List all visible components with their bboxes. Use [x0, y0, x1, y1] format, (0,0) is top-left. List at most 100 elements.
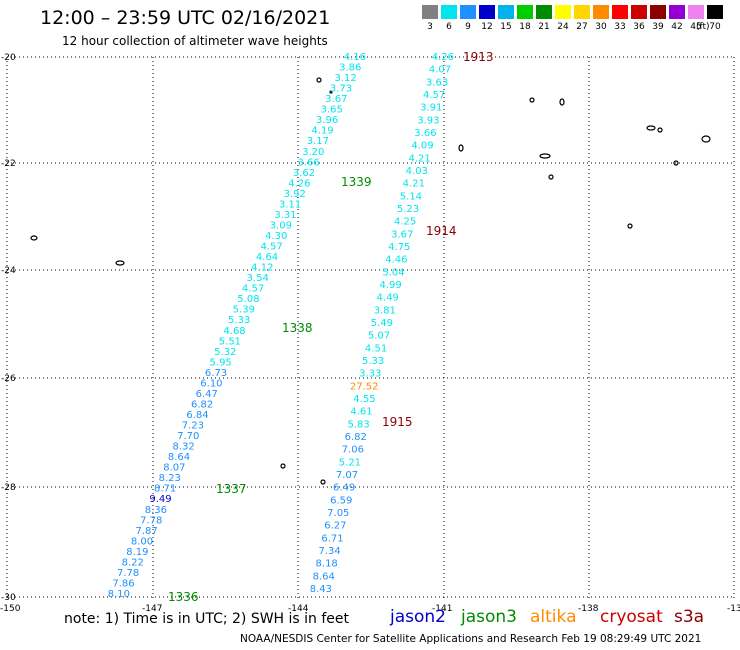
legend-swatch — [517, 5, 533, 19]
wave-value-label: 4.21 — [408, 153, 430, 164]
island-outline — [548, 174, 554, 180]
wave-track-left: 4.163.863.123.733.673.653.964.193.173.20… — [108, 52, 366, 600]
wave-value-label: 4.57 — [423, 90, 445, 101]
wave-value-label: 3.63 — [426, 77, 448, 88]
wave-value-label: 3.11 — [279, 199, 301, 210]
island-outline — [559, 98, 565, 106]
wave-track-right: 4.264.073.634.573.913.933.664.094.214.03… — [310, 52, 454, 595]
wave-value-label: 3.33 — [359, 369, 381, 380]
wave-value-label: 5.04 — [382, 267, 404, 278]
wave-value-label: 3.73 — [330, 84, 352, 95]
wave-value-label: 3.91 — [420, 103, 442, 114]
wave-value-label: 8.00 — [131, 536, 153, 547]
wave-value-label: 5.21 — [339, 457, 361, 468]
island-outline — [115, 260, 125, 266]
wave-value-label: 3.93 — [417, 115, 439, 126]
wave-value-label: 5.51 — [219, 336, 241, 347]
wave-value-label: 5.83 — [347, 419, 369, 430]
island-outline — [701, 135, 711, 143]
legend-label: 33 — [614, 22, 626, 32]
wave-value-label: 8.18 — [316, 559, 338, 570]
lat-label: -26 — [1, 374, 16, 384]
wave-value-label: 6.47 — [196, 389, 218, 400]
wave-value-label: 4.26 — [432, 52, 454, 63]
wave-value-label: 5.23 — [397, 204, 419, 215]
wave-value-label: 7.86 — [112, 578, 134, 589]
wave-value-label: 4.49 — [377, 293, 399, 304]
wave-value-label: 5.95 — [210, 357, 232, 368]
pass-id-label: 1913 — [463, 50, 494, 64]
wave-value-label: 6.49 — [333, 483, 355, 494]
wave-value-label: 3.54 — [247, 273, 269, 284]
island-outline — [657, 127, 663, 133]
wave-value-label: 8.19 — [126, 547, 148, 558]
wave-value-label: 7.70 — [177, 431, 199, 442]
legend-unit: (ft) — [696, 22, 710, 32]
lon-label: -147 — [142, 604, 162, 614]
legend-swatch — [441, 5, 457, 19]
wave-value-label: 4.12 — [251, 263, 273, 274]
island-outline — [646, 125, 656, 131]
wave-value-label: 8.43 — [310, 584, 332, 595]
pass-id-label: 1336 — [168, 590, 199, 604]
island-outline — [30, 235, 38, 241]
wave-value-label: 5.07 — [368, 331, 390, 342]
lon-label: -13 — [727, 604, 740, 614]
legend-swatch — [460, 5, 476, 19]
wave-value-label: 6.82 — [345, 432, 367, 443]
satellite-name: jason3 — [461, 607, 517, 627]
wave-value-label: 9.49 — [149, 494, 171, 505]
legend-label: 12 — [481, 22, 493, 32]
wave-value-label: 7.23 — [182, 421, 204, 432]
legend-swatch — [574, 5, 590, 19]
wave-value-label: 3.12 — [334, 73, 356, 84]
wave-value-label: 6.27 — [324, 521, 346, 532]
legend-label: 42 — [671, 22, 683, 32]
legend-swatch — [498, 5, 514, 19]
satellite-name: altika — [530, 607, 577, 627]
island-outline — [329, 90, 333, 94]
legend-swatch — [536, 5, 552, 19]
legend-label: 30 — [595, 22, 607, 32]
wave-value-label: 8.22 — [122, 557, 144, 568]
lat-label: -28 — [1, 483, 16, 493]
island-outline — [320, 479, 326, 485]
wave-value-label: 4.03 — [406, 166, 428, 177]
wave-value-label: 8.71 — [154, 484, 176, 495]
wave-value-label: 4.30 — [265, 231, 287, 242]
lat-label: -22 — [1, 159, 16, 169]
wave-value-label: 4.61 — [350, 407, 372, 418]
wave-value-label: 3.81 — [374, 305, 396, 316]
lat-label: -30 — [1, 593, 16, 603]
legend-label: 18 — [519, 22, 531, 32]
wave-value-label: 7.78 — [140, 515, 162, 526]
legend-swatch — [688, 5, 704, 19]
island-outline — [280, 463, 286, 469]
island-outline — [539, 153, 551, 159]
lat-lon-grid — [6, 56, 735, 600]
island-outline — [673, 160, 679, 166]
pass-labels: 1913 1914 1915 1339 1338 1337 1336 — [168, 50, 494, 604]
wave-value-label: 5.33 — [362, 356, 384, 367]
island-outlines — [30, 77, 711, 485]
wave-value-label: 5.49 — [371, 318, 393, 329]
wave-value-label: 8.10 — [108, 589, 130, 600]
pass-id-label: 1339 — [341, 175, 372, 189]
legend-swatch — [650, 5, 666, 19]
wave-value-label: 5.33 — [228, 315, 250, 326]
island-outline — [458, 144, 464, 152]
lon-label: -138 — [578, 604, 599, 614]
wave-value-label: 8.64 — [313, 571, 335, 582]
wave-value-label: 8.64 — [168, 452, 190, 463]
legend-label: 21 — [538, 22, 550, 32]
wave-value-label: 8.32 — [173, 442, 195, 453]
legend-label: 27 — [576, 22, 588, 32]
wave-value-label: 4.51 — [365, 343, 387, 354]
wave-value-label: 4.25 — [394, 217, 416, 228]
pass-id-label: 1338 — [282, 321, 313, 335]
wave-value-label: 7.87 — [135, 526, 157, 537]
wave-value-label: 6.59 — [330, 495, 352, 506]
lat-label: -20 — [1, 53, 16, 63]
legend-swatch — [555, 5, 571, 19]
